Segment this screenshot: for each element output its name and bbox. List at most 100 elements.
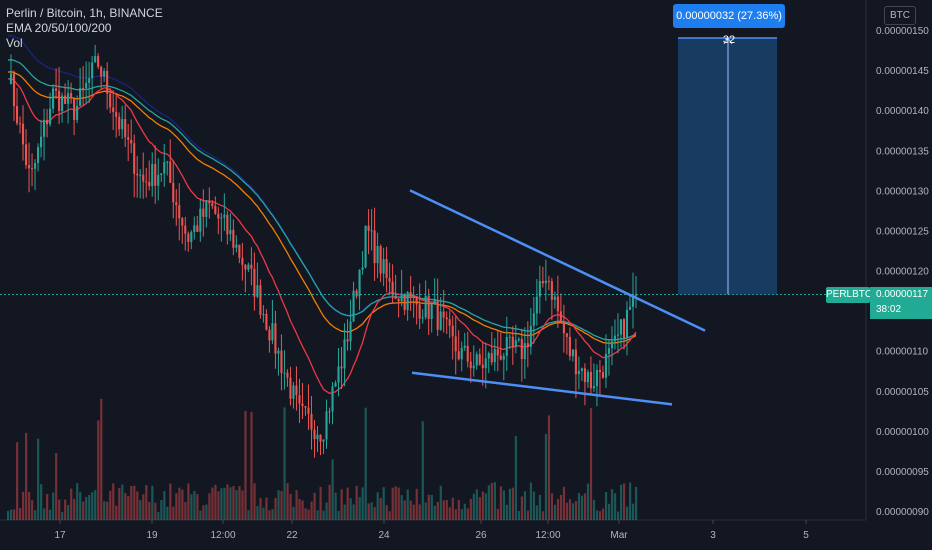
volume-bar (70, 488, 73, 520)
candle-body (472, 365, 475, 369)
currency-badge[interactable]: BTC (884, 6, 916, 25)
volume-bar (76, 483, 79, 520)
candle-body (301, 403, 304, 407)
candle-body (532, 313, 535, 326)
volume-bar (457, 499, 460, 520)
candle-body (49, 108, 52, 125)
volume-bar (88, 494, 91, 520)
candle-body (70, 93, 73, 99)
volume-bar (148, 501, 151, 520)
candle-body (517, 338, 520, 341)
candle-body (337, 366, 340, 383)
chart-legend: Perlin / Bitcoin, 1h, BINANCE EMA 20/50/… (6, 6, 163, 51)
candle-body (565, 333, 568, 337)
candle-body (106, 71, 109, 94)
volume-bar (610, 489, 614, 520)
candle-body (244, 264, 247, 270)
candle-body (178, 205, 181, 219)
candle-body (298, 395, 301, 404)
candle-body (43, 119, 46, 137)
time-tick-label: Mar (610, 530, 628, 541)
volume-bar (376, 492, 379, 520)
candle-body (328, 411, 331, 413)
candle-body (466, 345, 469, 362)
candle-body (283, 372, 286, 374)
candle-body (388, 277, 391, 282)
candle-body (547, 280, 550, 282)
candle-body (622, 319, 626, 338)
candle-body (379, 246, 382, 274)
volume-bar (94, 490, 97, 520)
candle-body (418, 304, 421, 319)
volume-bar (241, 490, 244, 520)
symbol-title[interactable]: Perlin / Bitcoin, 1h, BINANCE (6, 6, 163, 20)
volume-bar (178, 487, 181, 520)
price-tick-label: 0.00000095 (876, 467, 929, 478)
candle-body (406, 292, 409, 311)
volume-bar (601, 508, 605, 520)
measure-label: 0.00000032 (27.36%) 32 (673, 4, 785, 46)
symbol-tag: PERLBTC (826, 287, 872, 303)
price-tick-label: 0.00000145 (876, 66, 929, 77)
volume-bar (385, 505, 388, 520)
volume-bar (199, 510, 202, 520)
volume-indicator-label[interactable]: Vol (6, 36, 23, 50)
candle-body (373, 230, 376, 264)
candle-body (67, 93, 70, 104)
volume-bar (34, 510, 37, 520)
candle-body (289, 377, 292, 399)
volume-bar (403, 500, 406, 520)
volume-bar (472, 493, 475, 520)
volume-bar (100, 398, 103, 520)
candle-body (181, 218, 184, 226)
candle-body (487, 353, 490, 359)
volume-bar (607, 503, 611, 520)
candle-body (544, 280, 547, 284)
candle-body (511, 336, 514, 347)
volume-bar (541, 511, 545, 520)
candle-body (154, 163, 157, 186)
volume-bar (139, 500, 142, 520)
volume-bar (565, 502, 569, 520)
candle-body (259, 285, 262, 315)
volume-bar (433, 505, 436, 520)
volume-bar (169, 483, 172, 520)
candle-body (409, 292, 412, 297)
volume-bar (589, 408, 593, 520)
volume-bar (238, 486, 241, 520)
volume-bar (250, 411, 253, 520)
candle-body (21, 123, 25, 145)
candle-body (169, 161, 172, 183)
candle-body (88, 78, 91, 83)
time-tick-label: 19 (146, 530, 158, 541)
ema-indicator-label[interactable]: EMA 20/50/100/200 (6, 21, 112, 35)
volume-bar (10, 509, 13, 520)
candle-body (481, 364, 484, 369)
candle-body (364, 225, 367, 268)
candle-body (268, 329, 271, 341)
candle-body (172, 182, 175, 203)
candle-body (36, 147, 40, 163)
candle-body (523, 343, 526, 360)
volume-bar (631, 503, 635, 520)
volume-bar (553, 504, 557, 520)
volume-bar (595, 510, 599, 520)
volume-bar (292, 506, 295, 520)
candle-body (502, 355, 505, 360)
volume-bar (64, 499, 67, 520)
volume-bar (52, 492, 55, 520)
candle-body (139, 174, 142, 176)
volume-bar (283, 407, 286, 520)
volume-bar (118, 488, 121, 520)
candle-body (58, 90, 61, 112)
price-tick-label: 0.00000130 (876, 186, 929, 197)
volume-bar (322, 510, 325, 520)
candle-body (121, 119, 124, 130)
candle-body (583, 368, 586, 383)
candle-body (334, 382, 337, 387)
volume-bar (109, 490, 112, 520)
volume-bar (364, 407, 367, 520)
volume-bar (635, 486, 638, 520)
volume-bar (298, 499, 301, 520)
